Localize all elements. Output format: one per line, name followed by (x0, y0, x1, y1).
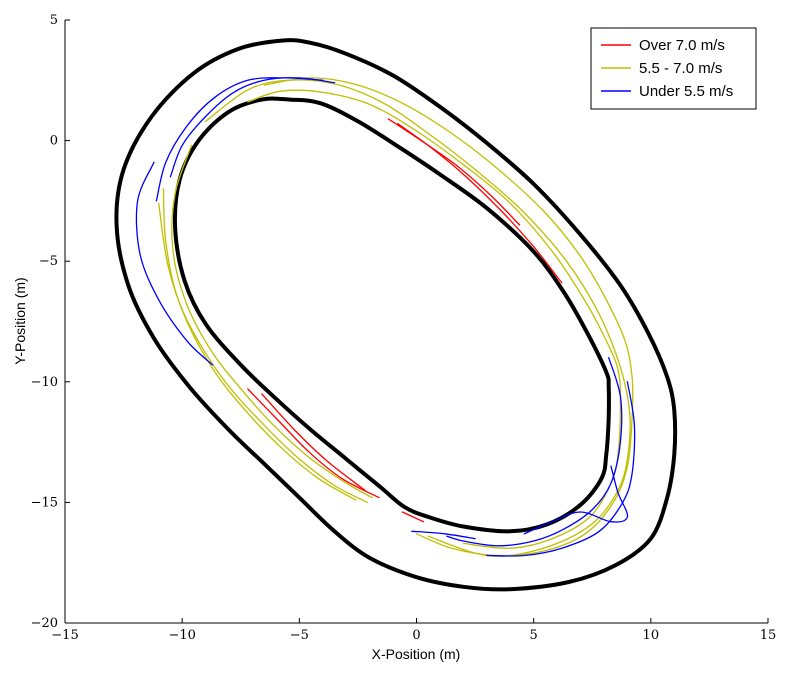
legend-label: Over 7.0 m/s (639, 37, 725, 54)
track-boundary-outer (114, 38, 678, 592)
y-tick-label: −5 (39, 254, 58, 269)
trajectory-line-series1-segment5 (158, 202, 357, 501)
trajectory-line-series3-segment2 (155, 77, 324, 202)
trajectory-line-series2-segment3 (247, 388, 380, 499)
x-tick-label: −10 (168, 628, 195, 643)
trajectory-line-series2-segment4 (261, 393, 366, 491)
y-tick-label: −10 (31, 375, 58, 390)
trajectory-line-series2-segment2 (387, 118, 521, 226)
y-axis-label: Y-Position (m) (12, 277, 28, 364)
trajectory-line-series1-segment4 (162, 188, 368, 504)
legend-label: Under 5.5 m/s (639, 83, 733, 100)
trajectory-line-series1-segment3 (204, 79, 631, 557)
x-tick-label: −15 (51, 628, 78, 643)
trajectory-line-series1-segment6 (171, 144, 373, 499)
x-tick-label: 5 (530, 628, 538, 643)
trajectory-line-series3-segment1 (169, 77, 336, 178)
x-tick-label: −5 (290, 628, 309, 643)
y-tick-label: 0 (50, 134, 58, 149)
legend-label: 5.5 - 7.0 m/s (639, 60, 722, 77)
y-tick-label: 5 (50, 13, 58, 28)
trajectory-line-series1-segment1 (263, 77, 634, 557)
trajectory-line-series3-segment3 (135, 161, 214, 366)
trajectory-line-series2-segment5 (401, 511, 425, 523)
x-tick-label: 10 (643, 628, 660, 643)
track-boundary-inner (172, 96, 611, 534)
y-tick-label: −20 (31, 616, 58, 631)
trajectory-line-series3-segment6 (523, 465, 629, 535)
x-axis-label: X-Position (m) (372, 646, 461, 662)
x-tick-label: 0 (412, 628, 420, 643)
trajectory-line-series3-segment4 (446, 357, 623, 547)
x-tick-label: 15 (760, 628, 777, 643)
trajectory-line-series3-segment7 (411, 530, 476, 540)
trajectory-line-series1-segment2 (247, 89, 622, 549)
y-tick-label: −15 (31, 495, 58, 510)
plot-area (114, 38, 678, 592)
legend: Over 7.0 m/s 5.5 - 7.0 m/s Under 5.5 m/s (590, 27, 757, 110)
trajectory-line-series3-segment5 (486, 381, 636, 557)
